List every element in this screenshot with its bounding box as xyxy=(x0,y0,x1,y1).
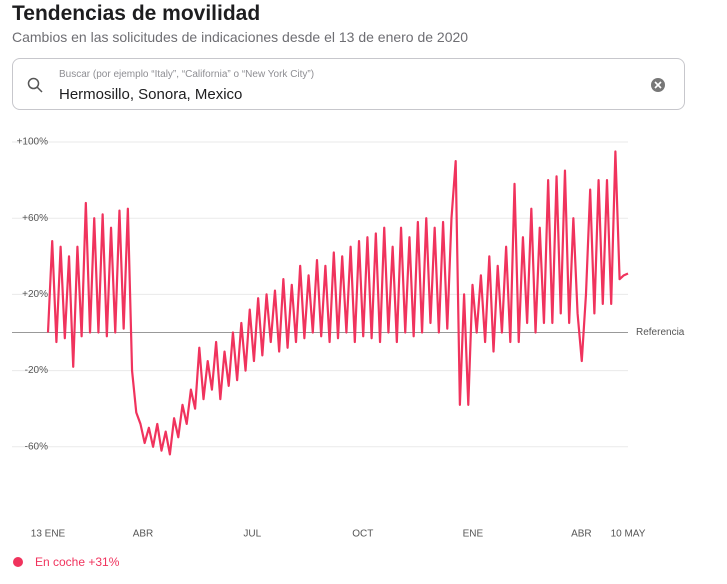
y-tick-label: +20% xyxy=(22,289,48,300)
search-icon xyxy=(27,77,43,93)
y-tick-label: +60% xyxy=(22,213,48,224)
search-placeholder: Buscar (por ejemplo “Italy”, “California… xyxy=(59,69,315,80)
legend-label: En coche +31% xyxy=(35,555,120,569)
search-value: Hermosillo, Sonora, Mexico xyxy=(59,86,243,103)
series-line xyxy=(46,150,629,456)
x-tick-label: ABR xyxy=(133,529,154,540)
legend-swatch xyxy=(13,557,23,567)
page-title: Tendencias de movilidad xyxy=(12,2,261,25)
y-tick-label: -20% xyxy=(25,365,48,376)
x-tick-label: ENE xyxy=(463,529,484,540)
page-subtitle: Cambios en las solicitudes de indicacion… xyxy=(12,29,469,45)
x-tick-label: JUL xyxy=(243,529,261,540)
reference-label: Referencia xyxy=(636,327,685,338)
x-tick-label: OCT xyxy=(352,529,373,540)
x-tick-label: 10 MAY xyxy=(611,529,646,540)
x-tick-label: ABR xyxy=(571,529,592,540)
search-box[interactable]: Buscar (por ejemplo “Italy”, “California… xyxy=(12,58,685,110)
x-tick-label: 13 ENE xyxy=(31,529,66,540)
y-tick-label: +100% xyxy=(17,137,49,148)
clear-button[interactable] xyxy=(650,77,666,93)
y-tick-label: -60% xyxy=(25,441,48,452)
